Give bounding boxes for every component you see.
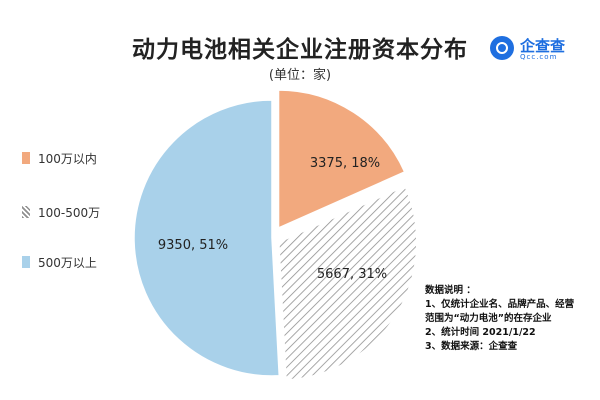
- legend-swatch: [22, 152, 30, 164]
- pie-slice: [278, 185, 418, 381]
- data-notes: 数据说明 ： 1、仅统计企业名、品牌产品、经营 范围为“动力电池”的在存企业 2…: [425, 284, 595, 354]
- chart-subtitle: (单位：家): [268, 68, 332, 83]
- notes-line: 1、仅统计企业名、品牌产品、经营: [425, 299, 575, 310]
- legend-label: 100万以内: [38, 152, 97, 166]
- legend-item-100-500: 100-500万: [22, 204, 142, 220]
- notes-line: 3、数据来源：企查查: [425, 341, 518, 352]
- slice-data-label: 9350, 51%: [158, 238, 228, 253]
- brand-name: 企查查: [520, 37, 566, 55]
- notes-heading: 数据说明 ：: [425, 285, 476, 296]
- qcc-logo-icon: [490, 36, 514, 60]
- notes-line: 范围为“动力电池”的在存企业: [425, 313, 552, 324]
- pie-slice: [277, 89, 406, 230]
- legend-label: 100-500万: [38, 206, 101, 220]
- notes-line: 2、统计时间 2021/1/22: [425, 327, 536, 338]
- chart-title: 动力电池相关企业注册资本分布: [132, 37, 468, 63]
- legend-swatch: [22, 256, 30, 268]
- brand-url: Qcc.com: [520, 53, 558, 61]
- legend-item-under-100: 100万以内: [22, 150, 142, 166]
- legend-swatch: [22, 206, 30, 218]
- legend-item-over-500: 500万以上: [22, 254, 142, 270]
- slice-data-label: 5667, 31%: [317, 267, 387, 282]
- legend-label: 500万以上: [38, 256, 97, 270]
- brand-logo: 企查查 Qcc.com: [490, 34, 586, 62]
- pie-slice: [133, 99, 281, 377]
- slice-data-label: 3375, 18%: [310, 156, 380, 171]
